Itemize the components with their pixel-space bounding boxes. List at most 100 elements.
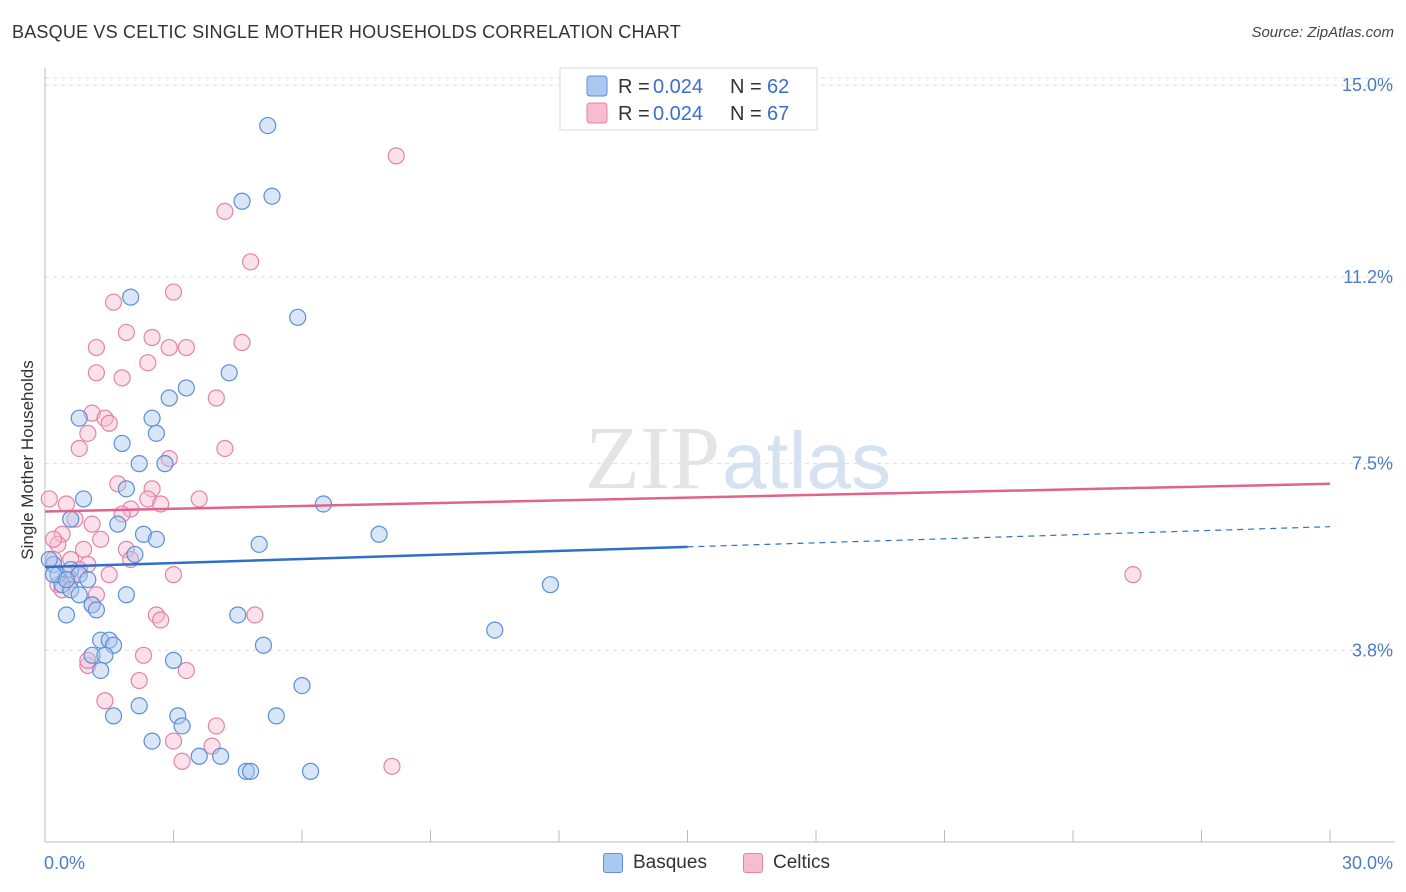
basques-point-12 — [130, 455, 148, 473]
basques-point-38 — [486, 621, 504, 639]
basques-point-19 — [134, 525, 153, 543]
basques-point-46 — [92, 661, 110, 680]
basques-point-50 — [169, 707, 187, 725]
celtics-point-13 — [113, 369, 131, 387]
celtics-point-8 — [87, 338, 106, 357]
basques-point-51 — [267, 707, 285, 725]
celtics-point-11 — [139, 354, 157, 372]
basques-point-0 — [259, 116, 277, 135]
basques-trend-line — [44, 545, 688, 569]
basques-point-14 — [117, 480, 135, 498]
celtics-point-24 — [139, 490, 157, 508]
legend-n-label-basques: N = — [730, 76, 762, 98]
basques-point-15 — [74, 490, 93, 508]
chart-title: BASQUE VS CELTIC SINGLE MOTHER HOUSEHOLD… — [12, 22, 681, 42]
celtics-point-23 — [143, 480, 161, 498]
y-tick-label-1: 7.5% — [1352, 454, 1393, 474]
celtics-point-53 — [79, 656, 97, 675]
source-label: Source: ZipAtlas.com — [1251, 24, 1394, 41]
celtics-point-42 — [100, 566, 118, 584]
legend-r-value-basques: 0.024 — [653, 76, 703, 98]
basques-point-5 — [220, 364, 238, 382]
celtics-point-9 — [160, 338, 178, 357]
basques-point-57 — [242, 762, 260, 780]
basques-point-13 — [156, 455, 174, 473]
basques-point-48 — [130, 697, 148, 715]
celtics-point-54 — [177, 661, 195, 680]
celtics-swatch — [743, 853, 763, 873]
celtics-point-26 — [190, 490, 208, 508]
basques-point-33 — [117, 586, 135, 604]
bottom-legend-basques: Basques — [603, 852, 707, 874]
celtics-point-15 — [83, 404, 101, 422]
celtics-point-29 — [83, 515, 101, 533]
celtics-point-65 — [57, 495, 76, 513]
basques-point-23 — [126, 545, 144, 564]
celtics-point-12 — [87, 364, 106, 382]
top-legend: R = 0.024 N = 62 R = 0.024 N = 67 — [559, 67, 818, 131]
basques-point-56 — [237, 762, 255, 780]
basques-point-49 — [104, 707, 123, 725]
celtics-point-33 — [92, 530, 110, 548]
y-tick-labels: 3.8% 7.5% 11.2% 15.0% — [1342, 75, 1393, 660]
bottom-legend: Basques Celtics — [0, 852, 1406, 878]
legend-r-label-basques: R = — [618, 76, 650, 98]
basques-point-10 — [147, 424, 165, 442]
celtics-point-10 — [177, 338, 195, 357]
bottom-legend-celtics: Celtics — [743, 852, 830, 874]
axes — [44, 68, 1395, 843]
basques-point-35 — [87, 601, 106, 619]
basques-point-54 — [190, 747, 208, 765]
celtics-point-49 — [152, 611, 170, 629]
celtics-point-1 — [216, 202, 234, 220]
basques-label: Basques — [633, 852, 707, 873]
basques-point-30 — [62, 581, 80, 599]
celtics-point-7 — [233, 333, 251, 352]
basques-point-3 — [122, 288, 140, 306]
celtics-point-61 — [383, 757, 401, 775]
basques-point-58 — [301, 762, 320, 780]
legend-r-value-celtics: 0.024 — [653, 103, 703, 125]
legend-n-value-basques: 62 — [767, 76, 789, 98]
celtics-point-57 — [207, 717, 225, 735]
celtics-point-0 — [387, 147, 405, 165]
celtics-trend-line — [44, 482, 1331, 513]
basques-point-20 — [147, 530, 165, 548]
basques-point-8 — [70, 409, 88, 427]
basques-point-42 — [254, 636, 273, 654]
celtics-point-19 — [70, 439, 88, 458]
legend-r-label-celtics: R = — [618, 103, 650, 125]
basques-point-59 — [40, 550, 58, 569]
celtics-point-14 — [207, 389, 225, 407]
celtics-point-4 — [104, 293, 123, 311]
celtics-point-51 — [1124, 566, 1142, 584]
basques-point-22 — [370, 525, 388, 543]
celtics-point-39 — [117, 540, 135, 558]
celtics-point-5 — [117, 323, 135, 342]
legend-n-value-celtics: 67 — [767, 103, 789, 125]
basques-point-36 — [57, 606, 76, 624]
celtics-point-17 — [100, 414, 118, 432]
celtics-point-20 — [216, 439, 234, 458]
basques-series — [40, 116, 560, 780]
basques-point-6 — [177, 379, 195, 397]
basques-point-2 — [233, 192, 251, 210]
basques-point-52 — [173, 717, 191, 735]
basques-point-28 — [79, 571, 97, 589]
basques-point-4 — [289, 308, 307, 326]
legend-swatch-celtics — [586, 102, 608, 124]
basques-point-53 — [143, 732, 161, 750]
y-tick-label-0: 3.8% — [1352, 640, 1393, 660]
watermark-atlas: atlas — [722, 416, 891, 505]
basques-point-21 — [250, 535, 268, 553]
grid-lines — [45, 77, 1395, 651]
basques-point-44 — [96, 646, 114, 664]
basques-point-55 — [212, 747, 230, 765]
celtics-point-31 — [53, 525, 71, 543]
x-tick-label-1: 30.0% — [1342, 853, 1393, 873]
basques-point-7 — [160, 389, 178, 407]
celtics-point-55 — [130, 671, 148, 690]
y-tick-label-3: 15.0% — [1342, 75, 1393, 95]
basques-point-37 — [229, 606, 247, 624]
basques-swatch — [603, 853, 623, 873]
